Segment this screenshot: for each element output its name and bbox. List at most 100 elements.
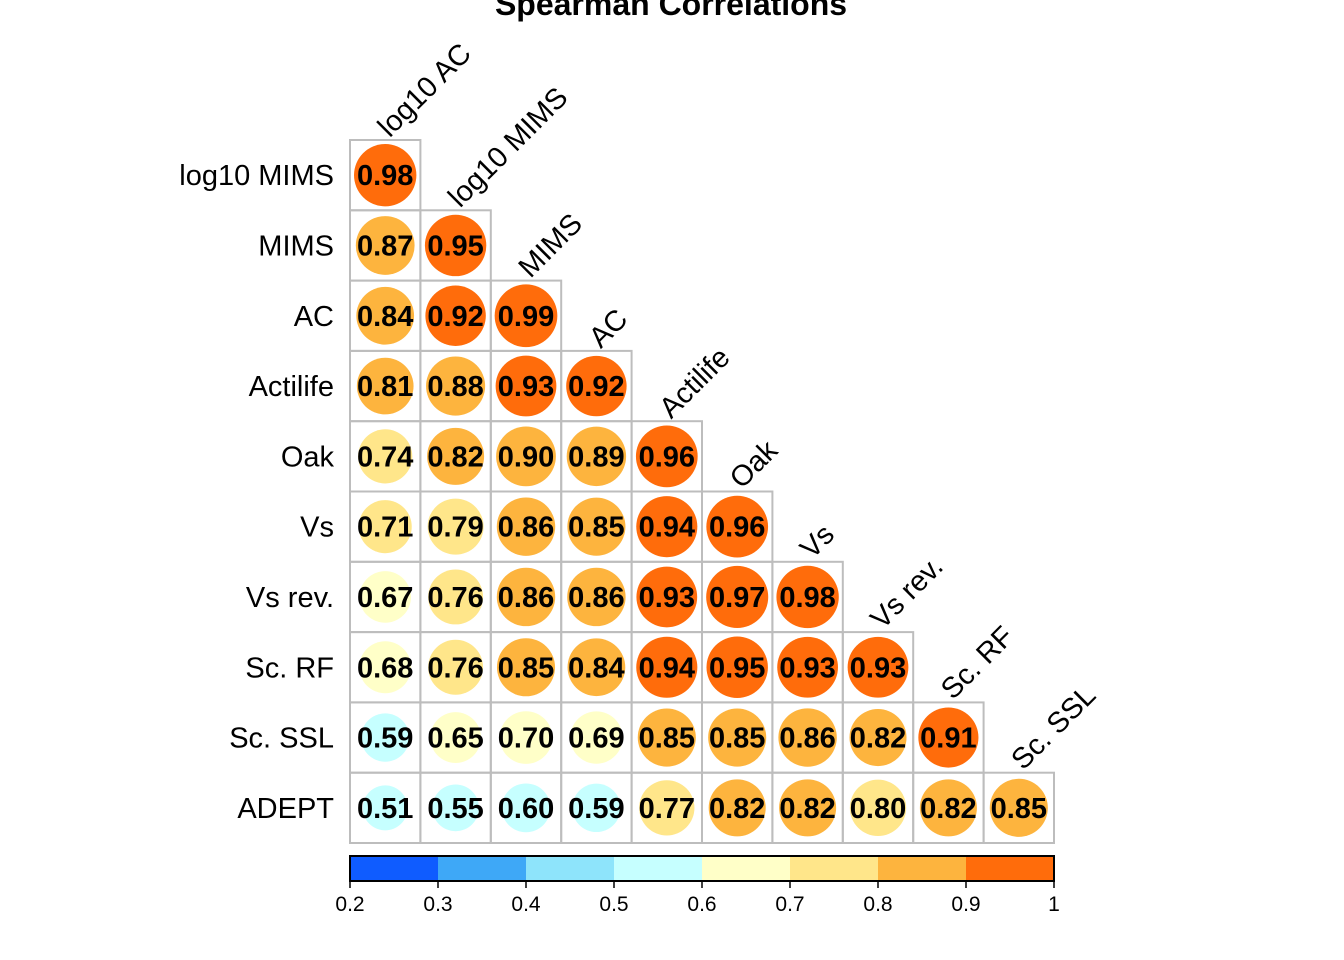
correlation-circle (639, 780, 695, 836)
correlation-value-label: 0.76 (427, 582, 483, 614)
correlation-circle (919, 779, 977, 837)
correlation-value-label: 0.84 (357, 301, 413, 333)
correlation-circle (918, 707, 979, 768)
correlation-circle (989, 778, 1048, 837)
correlation-circle (847, 636, 909, 698)
correlation-circle (499, 711, 553, 764)
correlation-value-label: 0.86 (498, 512, 554, 544)
correlation-circle (635, 425, 698, 488)
correlation-circle (636, 496, 698, 558)
correlation-value-label: 0.85 (498, 652, 554, 684)
correlation-circle (706, 565, 769, 628)
correlation-value-label: 0.51 (357, 793, 413, 825)
correlation-circle (426, 356, 486, 416)
correlation-circle (567, 567, 626, 627)
correlation-circle (779, 779, 837, 837)
row-label: Sc. SSL (229, 723, 334, 755)
correlation-value-label: 0.98 (779, 582, 835, 614)
column-label: MIMS (513, 208, 589, 284)
correlation-value-label: 0.86 (498, 582, 554, 614)
correlation-circle (778, 708, 837, 767)
correlation-circle (567, 638, 626, 697)
correlation-circle (708, 779, 766, 837)
correlation-value-label: 0.79 (427, 512, 483, 544)
correlation-value-label: 0.85 (709, 723, 765, 755)
correlation-value-label: 0.77 (639, 793, 695, 825)
correlation-circle (359, 571, 411, 623)
legend-swatch (702, 856, 791, 881)
correlation-value-label: 0.94 (639, 512, 695, 544)
correlation-circle (566, 426, 627, 487)
correlation-value-label: 0.99 (498, 301, 554, 333)
correlation-circle (354, 143, 417, 207)
row-label: AC (294, 301, 334, 333)
legend-swatch (526, 856, 615, 881)
correlation-value-label: 0.96 (709, 512, 765, 544)
correlation-circle (496, 567, 556, 627)
correlation-value-label: 0.85 (991, 793, 1047, 825)
column-label: log10 MIMS (442, 82, 574, 214)
correlation-circle (361, 713, 410, 762)
correlation-circle (356, 286, 415, 345)
correlation-value-label: 0.89 (568, 441, 624, 473)
legend-tick-label: 0.5 (599, 893, 628, 916)
correlation-circle (359, 641, 412, 694)
legend-tick-label: 0.8 (863, 893, 892, 916)
correlation-value-label: 0.84 (568, 652, 624, 684)
legend-swatch (350, 856, 439, 881)
correlation-value-label: 0.91 (920, 723, 976, 755)
correlation-value-label: 0.95 (427, 230, 483, 262)
correlation-circle (637, 708, 696, 767)
correlation-value-label: 0.86 (779, 723, 835, 755)
legend-swatch (790, 856, 879, 881)
legend-swatch (966, 856, 1055, 881)
row-label: Actilife (249, 371, 334, 403)
correlation-value-label: 0.85 (568, 512, 624, 544)
correlation-value-label: 0.86 (568, 582, 624, 614)
correlation-value-label: 0.90 (498, 441, 554, 473)
legend-swatch (438, 856, 527, 881)
legend-tick-label: 0.4 (511, 893, 541, 916)
correlation-value-label: 0.68 (357, 652, 413, 684)
correlation-circle (849, 709, 907, 767)
column-label: AC (583, 303, 634, 354)
correlation-circle (428, 639, 484, 695)
correlation-value-label: 0.59 (357, 723, 413, 755)
correlation-value-label: 0.94 (639, 652, 695, 684)
correlation-value-label: 0.71 (357, 512, 413, 544)
correlation-circle (496, 497, 556, 556)
correlation-circle (362, 785, 408, 831)
column-label: Oak (724, 434, 785, 495)
correlation-value-label: 0.88 (427, 371, 483, 403)
correlation-circle (428, 569, 484, 625)
row-label: MIMS (258, 230, 334, 262)
column-label: Sc. SSL (1005, 679, 1102, 776)
correlation-circle (636, 636, 698, 698)
legend-swatch (614, 856, 703, 881)
row-label: log10 MIMS (179, 160, 334, 192)
cell-border (982, 771, 1055, 845)
correlation-value-label: 0.60 (498, 793, 554, 825)
correlation-value-label: 0.82 (709, 793, 765, 825)
column-label: Actilife (653, 341, 736, 424)
correlation-circle (566, 355, 627, 417)
correlation-circle (358, 429, 413, 484)
row-label: Sc. RF (245, 652, 334, 684)
correlation-value-label: 0.93 (850, 652, 906, 684)
correlation-circle (570, 711, 623, 764)
correlation-value-label: 0.97 (709, 582, 765, 614)
correlation-cells: 0.98 0.87 0.95 0.84 0.92 0.99 0.81 0.88 0.93 0.92… (349, 139, 1055, 845)
row-label: Vs (300, 512, 334, 544)
correlation-circle (427, 427, 485, 485)
correlation-circle (776, 565, 839, 629)
correlation-value-label: 0.98 (357, 160, 413, 192)
correlation-circle (356, 357, 414, 415)
column-label: log10 AC (372, 37, 478, 143)
legend-tick-label: 0.3 (423, 893, 452, 916)
correlation-value-label: 0.65 (427, 723, 483, 755)
legend-tick-label: 0.9 (951, 893, 980, 916)
correlation-circle (495, 355, 557, 417)
legend-tick-label: 0.6 (687, 893, 716, 916)
correlation-circle (706, 636, 768, 698)
legend-tick-label: 0.2 (335, 893, 364, 916)
